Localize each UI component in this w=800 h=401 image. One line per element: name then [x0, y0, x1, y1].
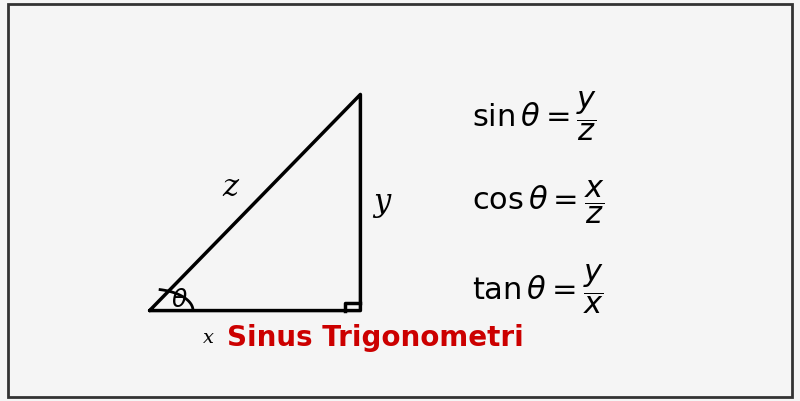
- Text: y: y: [374, 187, 390, 218]
- Text: Sinus Trigonometri: Sinus Trigonometri: [227, 324, 524, 352]
- Text: $\theta$: $\theta$: [171, 288, 188, 312]
- Text: x: x: [203, 329, 214, 347]
- Text: $\tan\theta = \dfrac{y}{x}$: $\tan\theta = \dfrac{y}{x}$: [472, 262, 603, 316]
- Text: $\sin\theta = \dfrac{y}{z}$: $\sin\theta = \dfrac{y}{z}$: [472, 89, 597, 143]
- Text: z: z: [222, 172, 238, 203]
- Text: $\cos\theta = \dfrac{x}{z}$: $\cos\theta = \dfrac{x}{z}$: [472, 179, 605, 226]
